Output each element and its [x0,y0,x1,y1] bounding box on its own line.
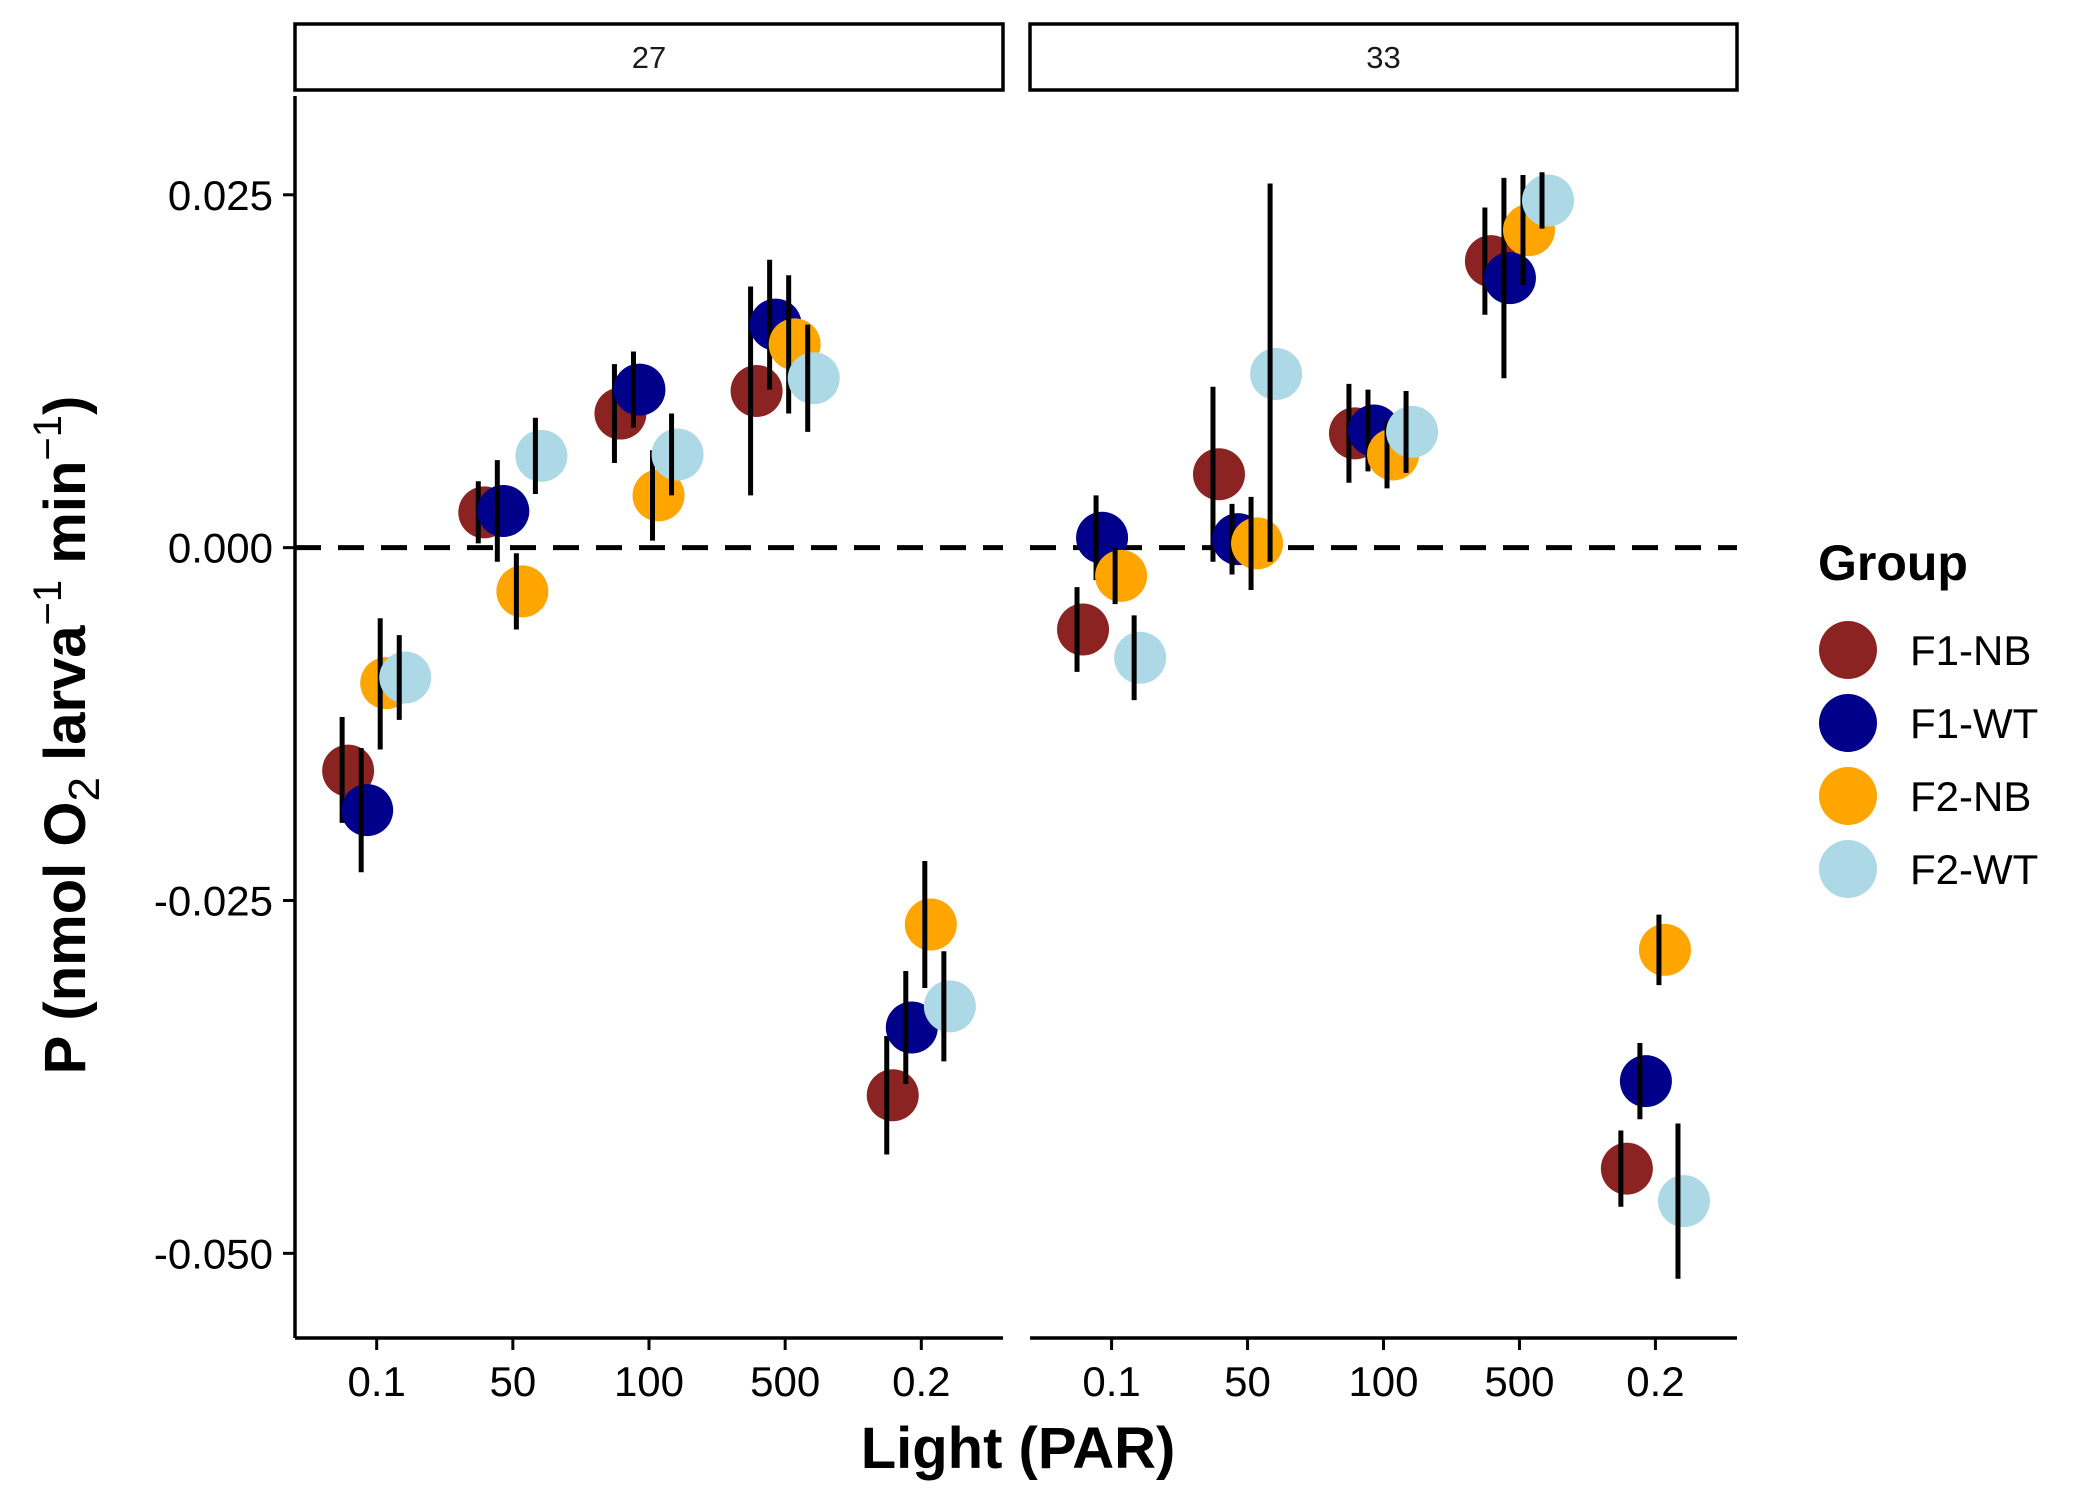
data-point-f2-nb [1095,549,1148,602]
data-point-f1-nb [1192,448,1245,501]
legend-title: Group [1818,535,1968,591]
facet-strip-label: 27 [632,40,666,75]
data-point-f2-wt [651,428,704,481]
x-tick-label: 500 [1484,1358,1554,1405]
x-axis-title: Light (PAR) [861,1416,1176,1481]
data-point-f1-wt [341,784,394,837]
x-tick-label: 0.1 [347,1358,405,1405]
y-axis-title-sup1: −1 [26,580,70,626]
data-point-f2-wt [787,352,840,405]
legend-label: F2-NB [1910,773,2031,820]
y-tick-label: -0.050 [154,1230,273,1277]
plot-layer: 27 0.1 50 100 500 0.2 33 0.1 50 100 500 0.2 0.025 0.0… [154,22,1739,1405]
data-point-f2-wt [1386,405,1439,458]
y-axis-title-sub: 2 [60,777,109,801]
legend-label: F1-NB [1910,627,2031,674]
y-tick-label: -0.025 [154,877,273,924]
data-point-f2-wt [515,429,568,482]
y-axis-title-sup2: −1 [26,415,70,461]
data-point-f2-wt [1250,348,1303,401]
data-point-f1-wt [885,1001,938,1054]
data-point-f2-wt [1657,1175,1710,1228]
x-tick-label: 50 [1224,1358,1271,1405]
x-tick-label: 100 [614,1358,684,1405]
data-point-f2-nb [1231,517,1284,570]
data-point-f2-nb [904,898,957,951]
legend-key-f2-wt [1819,840,1877,898]
data-point-f2-wt [1114,631,1167,684]
y-tick-label: 0.025 [168,172,273,219]
data-point-f1-nb [866,1069,919,1122]
facet-strip-27 [293,22,1005,92]
x-tick-label: 0.2 [892,1358,950,1405]
legend-key-f2-nb [1819,767,1877,825]
data-point-f1-nb [1057,603,1110,656]
data-point-f1-wt [477,484,530,537]
x-tick-label: 50 [489,1358,536,1405]
x-tick-label: 500 [750,1358,820,1405]
data-point-f2-wt [923,980,976,1033]
data-point-f2-wt [379,651,432,704]
y-axis-title-mid2: min [33,461,98,580]
facet-strip-label: 33 [1366,40,1400,75]
legend-label: F2-WT [1910,846,2038,893]
y-tick-label: 0.000 [168,525,273,572]
data-point-f1-wt [613,363,666,416]
data-point-f1-nb [1600,1142,1653,1195]
data-point-f2-nb [1638,923,1691,976]
data-point-f2-wt [1522,174,1575,227]
legend-key-f1-nb [1819,621,1877,679]
legend-label: F1-WT [1910,700,2038,747]
data-point-f1-wt [1619,1055,1672,1108]
legend-key-f1-wt [1819,694,1877,752]
x-tick-label: 0.1 [1082,1358,1140,1405]
data-point-f1-wt [1483,252,1536,305]
data-point-f1-nb [730,364,783,417]
y-axis-title-base: P (nmol O [33,802,98,1075]
legend: Group F1-NB F1-WT F2-NB F2-WT [1818,535,2038,898]
facet-strip-33 [1028,22,1739,92]
legend-items: F1-NB F1-WT F2-NB F2-WT [1819,621,2038,898]
x-tick-label: 100 [1348,1358,1418,1405]
data-point-f2-nb [496,565,549,618]
y-axis-title-end: ) [33,396,98,415]
x-tick-label: 0.2 [1626,1358,1684,1405]
y-axis-title: P (nmol O2 larva−1 min−1) [26,396,109,1075]
y-axis-title-mid1: larva [33,625,98,777]
